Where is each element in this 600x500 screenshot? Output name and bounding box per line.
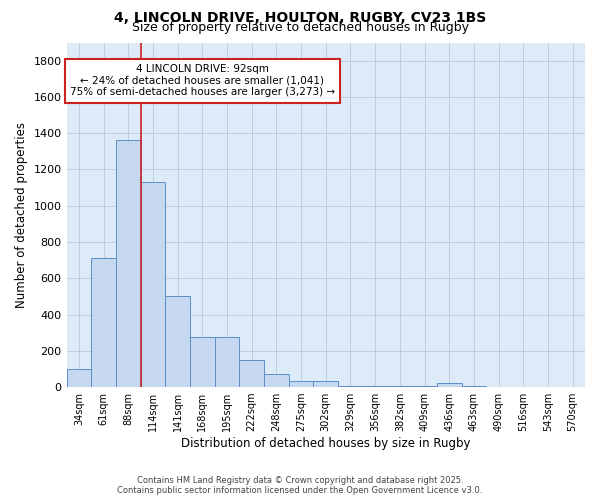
- Bar: [461, 386, 486, 387]
- Text: Contains HM Land Registry data © Crown copyright and database right 2025.
Contai: Contains HM Land Registry data © Crown c…: [118, 476, 482, 495]
- Text: Size of property relative to detached houses in Rugby: Size of property relative to detached ho…: [131, 21, 469, 34]
- Bar: [239, 360, 264, 387]
- Bar: [91, 258, 116, 387]
- Text: 4 LINCOLN DRIVE: 92sqm
← 24% of detached houses are smaller (1,041)
75% of semi-: 4 LINCOLN DRIVE: 92sqm ← 24% of detached…: [70, 64, 335, 98]
- Bar: [67, 369, 91, 387]
- Bar: [363, 386, 388, 387]
- Bar: [289, 380, 313, 387]
- Bar: [264, 374, 289, 387]
- Bar: [190, 337, 215, 387]
- Bar: [116, 140, 140, 387]
- Y-axis label: Number of detached properties: Number of detached properties: [15, 122, 28, 308]
- Title: 4, LINCOLN DRIVE, HOULTON, RUGBY, CV23 1BS
Size of property relative to detached: 4, LINCOLN DRIVE, HOULTON, RUGBY, CV23 1…: [0, 499, 1, 500]
- Bar: [165, 296, 190, 387]
- X-axis label: Distribution of detached houses by size in Rugby: Distribution of detached houses by size …: [181, 437, 470, 450]
- Bar: [313, 380, 338, 387]
- Bar: [338, 386, 363, 387]
- Bar: [140, 182, 165, 387]
- Text: 4, LINCOLN DRIVE, HOULTON, RUGBY, CV23 1BS: 4, LINCOLN DRIVE, HOULTON, RUGBY, CV23 1…: [114, 11, 486, 25]
- Bar: [437, 384, 461, 387]
- Bar: [215, 337, 239, 387]
- Bar: [412, 386, 437, 387]
- Bar: [388, 386, 412, 387]
